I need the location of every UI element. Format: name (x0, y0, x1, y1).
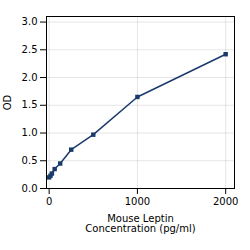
svg-text:0.0: 0.0 (22, 183, 38, 194)
svg-text:0.5: 0.5 (22, 155, 38, 166)
svg-text:OD: OD (2, 94, 13, 110)
svg-text:2000: 2000 (213, 196, 238, 207)
svg-text:0: 0 (46, 196, 52, 207)
svg-text:Mouse LeptinConcentration (pg/: Mouse LeptinConcentration (pg/ml) (85, 213, 195, 234)
svg-text:3.0: 3.0 (22, 16, 38, 27)
svg-text:1.0: 1.0 (22, 127, 38, 138)
svg-text:2.0: 2.0 (22, 72, 38, 83)
svg-text:1.5: 1.5 (22, 99, 38, 110)
svg-text:2.5: 2.5 (22, 44, 38, 55)
svg-text:1000: 1000 (125, 196, 150, 207)
